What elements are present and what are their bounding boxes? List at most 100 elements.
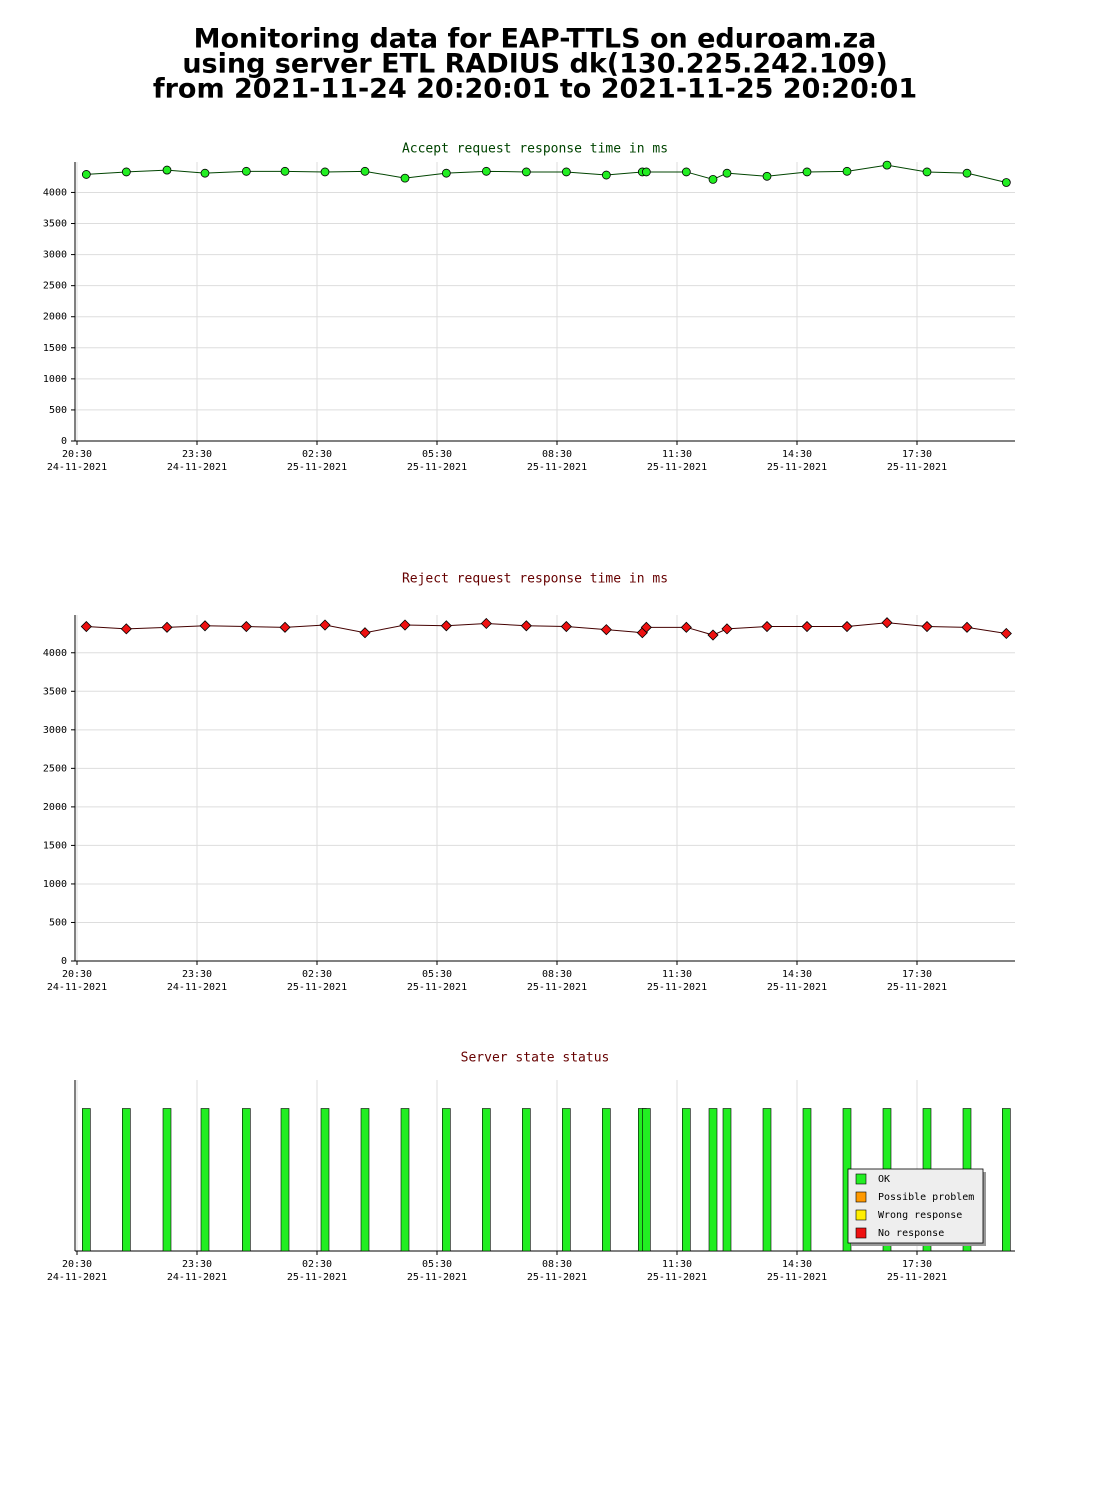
x-tick-label: 25-11-2021: [767, 462, 827, 473]
bar: [762, 1108, 772, 1252]
marker: [842, 166, 852, 176]
x-tick-label: 25-11-2021: [527, 462, 587, 473]
x-tick-label: 25-11-2021: [287, 982, 347, 993]
x-tick-label: 25-11-2021: [287, 462, 347, 473]
line: [86, 164, 1007, 183]
x-tick-label: 08:30: [542, 1259, 572, 1270]
y-tick-label: 4000: [43, 187, 67, 198]
x-tick-label: 17:30: [902, 969, 932, 980]
y-tick-label: 3500: [43, 219, 67, 230]
y-tick-label: 1000: [43, 374, 67, 385]
legend-label: No response: [878, 1228, 944, 1239]
marker: [521, 167, 531, 177]
marker: [399, 619, 411, 631]
marker: [400, 173, 410, 183]
marker: [922, 167, 932, 177]
main-title: using server ETL RADIUS dk(130.225.242.1…: [182, 49, 887, 80]
marker: [241, 166, 251, 176]
marker: [680, 621, 692, 633]
marker: [962, 168, 972, 178]
bar: [442, 1108, 451, 1252]
x-tick-label: 25-11-2021: [767, 1272, 827, 1283]
bar: [122, 1108, 131, 1252]
marker: [280, 166, 290, 176]
x-tick-label: 08:30: [542, 449, 572, 460]
x-tick-label: 17:30: [902, 449, 932, 460]
legend-box: [847, 1168, 984, 1244]
chart-title: Accept request response time in ms: [402, 142, 668, 157]
legend-swatch: [855, 1191, 867, 1203]
marker: [199, 620, 211, 632]
marker: [762, 171, 772, 181]
bar: [242, 1108, 251, 1252]
marker: [441, 168, 451, 178]
marker: [200, 168, 210, 178]
bar: [682, 1108, 691, 1252]
marker: [761, 620, 773, 633]
x-tick-label: 08:30: [542, 969, 572, 980]
y-tick-label: 1500: [43, 343, 67, 354]
x-tick-label: 25-11-2021: [527, 982, 587, 993]
marker: [120, 623, 132, 635]
y-tick-label: 2000: [43, 312, 67, 323]
marker: [561, 167, 571, 177]
x-tick-label: 24-11-2021: [47, 1272, 107, 1283]
bar: [400, 1108, 410, 1252]
y-tick-label: 4000: [43, 648, 67, 659]
bar: [360, 1108, 370, 1252]
bar: [708, 1108, 718, 1252]
y-tick-label: 2500: [43, 281, 67, 292]
legend-label: Wrong response: [878, 1210, 962, 1221]
marker: [520, 620, 532, 632]
x-tick-label: 05:30: [422, 1259, 452, 1270]
marker: [440, 620, 452, 632]
marker: [707, 629, 719, 641]
bar: [482, 1108, 491, 1252]
x-tick-label: 17:30: [902, 1259, 932, 1270]
marker: [480, 617, 492, 630]
x-tick-label: 23:30: [182, 449, 212, 460]
y-tick-label: 2000: [43, 802, 67, 813]
x-tick-label: 05:30: [422, 969, 452, 980]
bar: [802, 1108, 812, 1252]
marker: [320, 167, 330, 177]
bar: [1002, 1108, 1011, 1252]
y-tick-label: 0: [61, 956, 67, 967]
x-tick-label: 25-11-2021: [647, 1272, 707, 1283]
y-tick-label: 3000: [43, 250, 67, 261]
y-tick-label: 1500: [43, 840, 67, 851]
marker: [882, 160, 892, 170]
x-tick-label: 24-11-2021: [47, 462, 107, 473]
marker: [121, 167, 131, 177]
bar: [162, 1108, 172, 1252]
marker: [560, 620, 572, 633]
marker: [721, 623, 733, 635]
marker: [359, 627, 371, 639]
marker: [240, 620, 252, 633]
marker: [600, 624, 612, 636]
x-tick-label: 25-11-2021: [527, 1272, 587, 1283]
x-tick-label: 20:30: [62, 969, 92, 980]
x-tick-label: 25-11-2021: [287, 1272, 347, 1283]
marker: [601, 170, 611, 180]
marker: [641, 167, 651, 177]
x-tick-label: 05:30: [422, 449, 452, 460]
main-title: from 2021-11-24 20:20:01 to 2021-11-25 2…: [153, 74, 917, 105]
x-tick-label: 25-11-2021: [887, 982, 947, 993]
legend-swatch: [855, 1209, 867, 1221]
y-tick-label: 2500: [43, 763, 67, 774]
x-tick-label: 25-11-2021: [767, 982, 827, 993]
x-tick-label: 02:30: [302, 449, 332, 460]
bar: [522, 1108, 531, 1252]
x-tick-label: 25-11-2021: [407, 982, 467, 993]
x-tick-label: 14:30: [782, 969, 812, 980]
x-tick-label: 25-11-2021: [647, 982, 707, 993]
legend-label: Possible problem: [878, 1192, 974, 1203]
bar: [562, 1108, 571, 1252]
bar: [642, 1108, 651, 1252]
y-tick-label: 500: [49, 405, 67, 416]
x-tick-label: 11:30: [662, 449, 692, 460]
bar: [602, 1108, 611, 1252]
y-tick-label: 0: [61, 436, 67, 447]
legend-swatch: [855, 1227, 867, 1239]
